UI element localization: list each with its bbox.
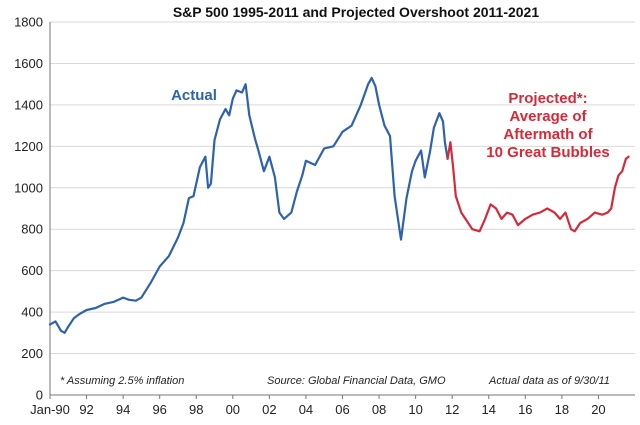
- projected-label-line: Aftermath of: [503, 126, 593, 143]
- projected-label-line: Projected*:: [508, 90, 587, 107]
- grid-layer: [50, 21, 635, 396]
- y-tick-label: 1800: [14, 15, 43, 30]
- y-tick-label: 0: [36, 388, 43, 403]
- projected-label-line: 10 Great Bubbles: [486, 144, 609, 161]
- x-tick-label: 12: [445, 402, 459, 417]
- projected-label-line: Average of: [510, 108, 588, 125]
- x-tick-label: 08: [372, 402, 386, 417]
- y-tick-label: 600: [21, 263, 43, 278]
- y-tick-label: 1600: [14, 56, 43, 71]
- x-tick-label: 98: [189, 402, 203, 417]
- actual-series-line: [48, 76, 449, 334]
- x-tick-label: 02: [262, 402, 276, 417]
- y-tick-label: 1400: [14, 97, 43, 112]
- series-layer: [48, 76, 630, 334]
- x-tick-label: 20: [591, 402, 605, 417]
- source-note: Source: Global Financial Data, GMO: [267, 375, 446, 387]
- x-tick-label: 94: [116, 402, 130, 417]
- projected-series-line: [446, 141, 630, 233]
- y-tick-label: 1000: [14, 180, 43, 195]
- y-tick-label: 800: [21, 222, 43, 237]
- x-tick-label: 06: [335, 402, 349, 417]
- x-tick-label: 14: [482, 402, 496, 417]
- actual-series-label: Actual: [171, 87, 217, 104]
- x-tick-label: 18: [555, 402, 569, 417]
- footnote: * Assuming 2.5% inflation: [60, 375, 184, 387]
- data-date-note: Actual data as of 9/30/11: [488, 375, 610, 387]
- y-tick-label: 200: [21, 346, 43, 361]
- x-tick-label: 92: [79, 402, 93, 417]
- x-tick-label: 10: [408, 402, 422, 417]
- y-tick-label: 1200: [14, 139, 43, 154]
- y-tick-label: 400: [21, 305, 43, 320]
- x-tick-label: 04: [299, 402, 313, 417]
- x-tick-label: 16: [518, 402, 532, 417]
- chart-title: S&P 500 1995-2011 and Projected Overshoo…: [173, 4, 540, 20]
- x-tick-label: Jan-90: [30, 402, 70, 417]
- x-tick-label: 00: [226, 402, 240, 417]
- x-tick-label: 96: [152, 402, 166, 417]
